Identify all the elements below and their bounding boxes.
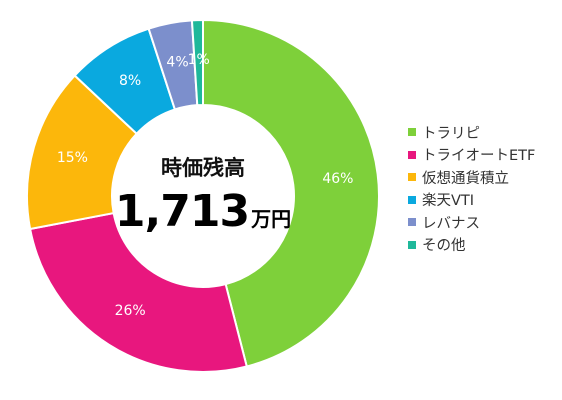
slice-label-1: 26%	[115, 303, 146, 319]
total-unit: 万円	[251, 207, 292, 231]
legend-label-4: レバナス	[422, 215, 480, 232]
legend-swatch-3	[408, 195, 416, 204]
legend-label-0: トラリピ	[422, 125, 480, 142]
center-total: 1,713 万円	[107, 186, 299, 237]
legend-label-5: その他	[422, 238, 466, 255]
slice-1	[28, 211, 248, 373]
slice-5	[190, 18, 204, 107]
legend-swatch-4	[408, 218, 416, 227]
slice-label-2: 15%	[57, 150, 88, 166]
legend-label-1: トライオートETF	[422, 148, 536, 165]
slice-label-4: 4%	[166, 54, 188, 70]
legend-swatch-1	[408, 150, 416, 159]
legend-item-2: 仮想通貨積立	[408, 166, 535, 189]
legend-label-2: 仮想通貨積立	[422, 170, 509, 187]
legend-item-1: トライオートETF	[408, 144, 535, 167]
center-title: 時価残高	[161, 156, 245, 180]
slice-label-3: 8%	[119, 73, 141, 89]
total-value: 1,713	[114, 186, 250, 237]
legend: トラリピトライオートETF 仮想通貨積立 楽天VTI レバナスその他	[408, 121, 535, 256]
legend-swatch-5	[408, 240, 416, 249]
legend-item-5: その他	[408, 234, 535, 257]
legend-swatch-0	[408, 128, 416, 137]
slice-2	[26, 74, 139, 231]
legend-item-4: レバナス	[408, 211, 535, 234]
slice-0	[202, 18, 380, 368]
legend-item-0: トラリピ	[408, 121, 535, 144]
legend-item-3: 楽天VTI	[408, 189, 535, 212]
slice-label-0: 46%	[322, 171, 353, 187]
slice-label-5: 1%	[188, 52, 210, 68]
legend-label-3: 楽天VTI	[422, 193, 475, 210]
legend-swatch-2	[408, 173, 416, 182]
